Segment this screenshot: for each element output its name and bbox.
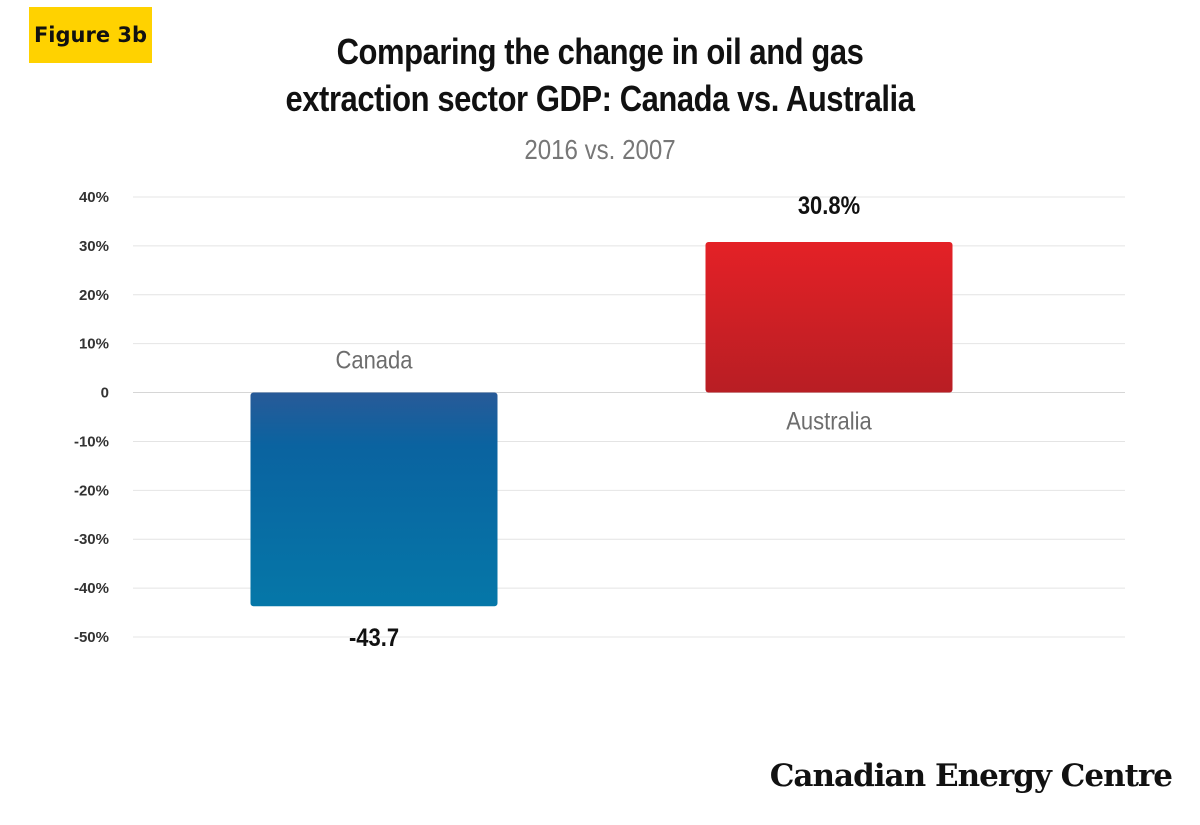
brand-logo-text: Canadian Energy Centre	[769, 758, 1173, 794]
bar-australia	[705, 241, 953, 393]
y-tick-label: 0	[101, 385, 109, 402]
chart-subtitle: 2016 vs. 2007	[524, 134, 676, 165]
chart-title-line-2: extraction sector GDP: Canada vs. Austra…	[285, 78, 915, 119]
y-tick-label: -50%	[74, 629, 109, 646]
y-tick-label: -30%	[74, 531, 109, 548]
y-tick-label: 20%	[79, 287, 109, 304]
y-tick-label: -40%	[74, 580, 109, 597]
chart-title-line-1: Comparing the change in oil and gas	[336, 31, 864, 72]
y-tick-label: -20%	[74, 482, 109, 499]
bar-canada	[250, 392, 498, 607]
chart-title: Comparing the change in oil and gas extr…	[256, 28, 944, 122]
y-tick-label: 40%	[79, 189, 109, 206]
data-label-canada: -43.7	[349, 624, 399, 652]
category-label-australia: Australia	[786, 407, 872, 435]
y-tick-label: -10%	[74, 433, 109, 450]
category-label-canada: Canada	[335, 346, 413, 374]
data-label-australia: 30.8%	[798, 192, 860, 220]
figure-badge: Figure 3b	[29, 7, 152, 63]
y-tick-label: 10%	[79, 336, 109, 353]
y-tick-label: 30%	[79, 238, 109, 255]
